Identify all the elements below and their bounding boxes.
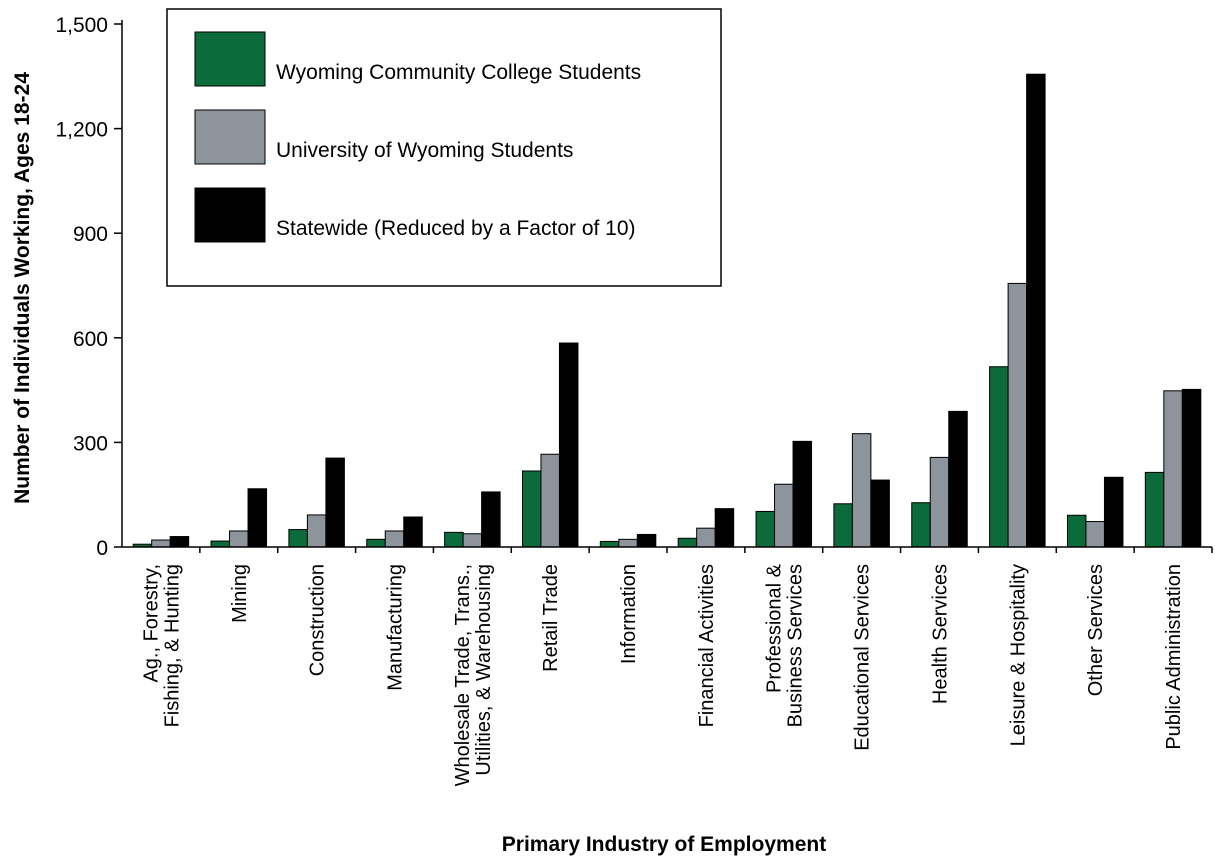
category-label: Health Services bbox=[930, 564, 952, 704]
y-tick-label: 300 bbox=[73, 432, 108, 455]
bar-series-1-cat-5 bbox=[444, 531, 464, 548]
category-labels: Ag., Forestry,Fishing, & Hunting Mining Co… bbox=[140, 563, 1185, 786]
bar-series-2-cat-14 bbox=[1163, 390, 1183, 548]
category-label: Information bbox=[618, 564, 640, 664]
bar-series-1-cat-14 bbox=[1144, 471, 1165, 548]
bar-series-2-cat-12 bbox=[1007, 282, 1028, 548]
bar-series-2-cat-4 bbox=[384, 530, 405, 548]
bar-series-3-cat-7 bbox=[636, 533, 657, 548]
bar-series-3-cat-10 bbox=[870, 479, 890, 548]
bar-series-3-cat-1 bbox=[169, 536, 190, 548]
y-tick-label: 1,200 bbox=[55, 119, 108, 142]
bar-series-3-cat-3 bbox=[325, 457, 345, 548]
bar-series-1-cat-2 bbox=[210, 540, 231, 548]
bar-series-3-cat-9 bbox=[792, 440, 813, 548]
category-label-line: Fishing, & Hunting bbox=[161, 564, 183, 727]
x-axis-title: Primary Industry of Employment bbox=[502, 833, 826, 856]
bar-series-2-cat-8 bbox=[696, 527, 716, 548]
bar-series-3-cat-6 bbox=[558, 342, 579, 548]
bar-series-3-cat-2 bbox=[247, 488, 268, 548]
bar-series-3-cat-13 bbox=[1103, 476, 1124, 548]
legend-swatch bbox=[194, 31, 266, 87]
bar-series-2-cat-1 bbox=[151, 539, 171, 548]
category-label-line: Educational Services bbox=[852, 564, 874, 751]
category-label: Leisure & Hospitality bbox=[1007, 564, 1029, 746]
bar-series-2-cat-11 bbox=[929, 456, 950, 548]
legend-label: University of Wyoming Students bbox=[276, 139, 573, 162]
bar-series-2-cat-6 bbox=[540, 453, 560, 548]
bar-series-2-cat-13 bbox=[1085, 521, 1105, 548]
bar-series-1-cat-10 bbox=[833, 503, 853, 548]
bar-series-1-cat-9 bbox=[755, 510, 776, 548]
bar-series-2-cat-7 bbox=[618, 538, 638, 548]
bar-series-1-cat-4 bbox=[366, 538, 386, 548]
y-tick-label: 0 bbox=[96, 537, 108, 560]
bar-series-1-cat-11 bbox=[911, 502, 931, 548]
bar-series-3-cat-8 bbox=[714, 508, 735, 548]
bar-series-1-cat-7 bbox=[599, 540, 620, 548]
category-label: Other Services bbox=[1085, 564, 1107, 696]
category-label: Wholesale Trade, Trans.,Utilities, & War… bbox=[452, 564, 495, 786]
bar-series-1-cat-6 bbox=[521, 470, 542, 548]
category-label-line: Wholesale Trade, Trans., bbox=[452, 564, 474, 786]
y-tick-label: 600 bbox=[73, 328, 108, 351]
category-label: Public Administration bbox=[1163, 564, 1185, 750]
bar-series-1-cat-12 bbox=[989, 366, 1009, 548]
legend-swatch bbox=[194, 187, 266, 243]
y-tick-label: 1,500 bbox=[55, 14, 108, 37]
bar-series-3-cat-11 bbox=[948, 410, 968, 548]
legend: Wyoming Community College Students Univer… bbox=[166, 8, 722, 287]
bar-series-3-cat-5 bbox=[481, 491, 501, 548]
category-label: Manufacturing bbox=[385, 564, 407, 691]
category-label-line: Public Administration bbox=[1163, 564, 1185, 750]
category-label: Ag., Forestry,Fishing, & Hunting bbox=[140, 564, 183, 727]
category-label-line: Retail Trade bbox=[540, 564, 562, 672]
bar-series-2-cat-9 bbox=[774, 483, 794, 548]
bar-series-1-cat-3 bbox=[288, 529, 308, 548]
bar-series-1-cat-13 bbox=[1066, 514, 1087, 548]
category-label-line: Utilities, & Warehousing bbox=[473, 564, 495, 776]
category-label-line: Financial Activities bbox=[696, 564, 718, 727]
bar-series-2-cat-2 bbox=[229, 530, 249, 548]
category-label-line: Professional & bbox=[763, 563, 785, 693]
category-label: Construction bbox=[307, 564, 329, 676]
y-tick-label: 900 bbox=[73, 223, 108, 246]
category-label-line: Leisure & Hospitality bbox=[1007, 564, 1029, 746]
category-label-line: Construction bbox=[307, 564, 329, 676]
category-label-line: Business Services bbox=[784, 564, 806, 727]
bar-series-2-cat-3 bbox=[306, 514, 327, 548]
legend-label: Statewide (Reduced by a Factor of 10) bbox=[276, 217, 636, 240]
axes bbox=[121, 20, 1213, 553]
category-label: Educational Services bbox=[852, 564, 874, 751]
category-label-line: Other Services bbox=[1085, 564, 1107, 696]
category-label-line: Mining bbox=[229, 564, 251, 623]
y-ticks: 0 300 600 900 1,200 1,500 bbox=[55, 14, 122, 560]
bar-series-3-cat-4 bbox=[403, 516, 423, 548]
category-label: Professional &Business Services bbox=[763, 563, 806, 727]
y-axis-title: Number of Individuals Working, Ages 18-2… bbox=[11, 72, 34, 504]
category-label-line: Health Services bbox=[930, 564, 952, 704]
category-label-line: Manufacturing bbox=[385, 564, 407, 691]
bar-series-1-cat-8 bbox=[677, 537, 698, 548]
category-label: Retail Trade bbox=[540, 564, 562, 672]
bar-series-3-cat-14 bbox=[1181, 388, 1202, 548]
bar-series-2-cat-10 bbox=[851, 433, 872, 548]
legend-swatch bbox=[194, 109, 266, 165]
category-label: Financial Activities bbox=[696, 564, 718, 727]
category-label-line: Ag., Forestry, bbox=[140, 564, 162, 683]
bar-series-3-cat-12 bbox=[1026, 73, 1046, 548]
category-label: Mining bbox=[229, 564, 251, 623]
legend-label: Wyoming Community College Students bbox=[276, 61, 641, 84]
bar-series-2-cat-5 bbox=[462, 533, 483, 548]
category-label-line: Information bbox=[618, 564, 640, 664]
